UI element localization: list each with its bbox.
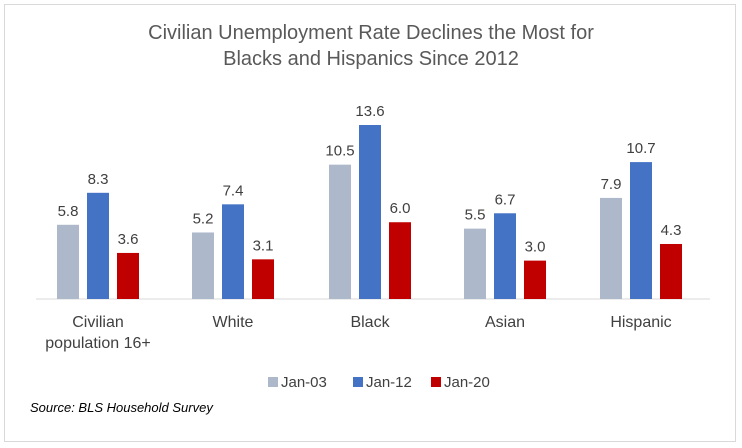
data-label-jan-03-3: 5.5 bbox=[465, 207, 486, 224]
data-label-jan-12-0: 8.3 bbox=[88, 171, 109, 188]
category-label-0-1: population 16+ bbox=[45, 335, 150, 352]
bar-jan-03-4 bbox=[600, 197, 622, 299]
source-note: Source: BLS Household Survey bbox=[30, 400, 213, 415]
data-label-jan-03-1: 5.2 bbox=[193, 210, 214, 227]
legend-label-jan-20: Jan-20 bbox=[444, 374, 490, 391]
data-label-jan-03-2: 10.5 bbox=[325, 143, 354, 160]
bar-jan-12-3 bbox=[494, 213, 516, 299]
data-label-jan-03-4: 7.9 bbox=[601, 176, 622, 193]
data-label-jan-12-4: 10.7 bbox=[626, 140, 655, 157]
bar-jan-20-3 bbox=[524, 260, 546, 299]
category-label-2: Black bbox=[350, 314, 390, 331]
legend-swatch-jan-20 bbox=[431, 377, 441, 387]
chart-title-line-1: Civilian Unemployment Rate Declines the … bbox=[148, 22, 594, 44]
category-label-1: White bbox=[213, 314, 254, 331]
legend-label-jan-12: Jan-12 bbox=[366, 374, 412, 391]
data-label-jan-20-3: 3.0 bbox=[525, 239, 546, 256]
data-label-jan-12-2: 13.6 bbox=[355, 103, 384, 120]
data-label-jan-12-1: 7.4 bbox=[223, 182, 244, 199]
data-label-jan-20-4: 4.3 bbox=[661, 222, 682, 239]
data-label-jan-20-0: 3.6 bbox=[118, 231, 139, 248]
data-label-jan-20-2: 6.0 bbox=[390, 200, 411, 217]
bar-jan-03-1 bbox=[192, 232, 214, 299]
bar-jan-20-4 bbox=[660, 243, 682, 299]
data-label-jan-12-3: 6.7 bbox=[495, 191, 516, 208]
bar-jan-12-4 bbox=[630, 162, 652, 299]
bar-jan-12-2 bbox=[359, 125, 381, 299]
category-label-0-0: Civilian bbox=[72, 314, 124, 331]
bar-jan-03-2 bbox=[329, 164, 351, 299]
legend-label-jan-03: Jan-03 bbox=[281, 374, 327, 391]
bar-jan-03-0 bbox=[57, 224, 79, 299]
category-label-3: Asian bbox=[485, 314, 525, 331]
data-label-jan-03-0: 5.8 bbox=[58, 203, 79, 220]
bar-jan-20-1 bbox=[252, 259, 274, 299]
chart-title-line-2: Blacks and Hispanics Since 2012 bbox=[223, 48, 519, 70]
data-label-jan-20-1: 3.1 bbox=[253, 237, 274, 254]
category-label-4: Hispanic bbox=[610, 314, 671, 331]
legend-swatch-jan-12 bbox=[353, 377, 363, 387]
bar-jan-20-0 bbox=[117, 252, 139, 299]
bar-jan-03-3 bbox=[464, 228, 486, 299]
bar-jan-12-1 bbox=[222, 204, 244, 299]
legend-swatch-jan-03 bbox=[268, 377, 278, 387]
bar-jan-20-2 bbox=[389, 222, 411, 299]
bar-jan-12-0 bbox=[87, 192, 109, 299]
